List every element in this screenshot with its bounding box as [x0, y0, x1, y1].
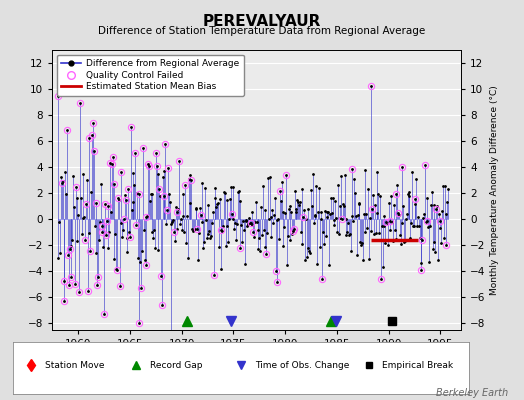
Text: Berkeley Earth: Berkeley Earth [436, 388, 508, 398]
Text: Empirical Break: Empirical Break [383, 361, 453, 370]
Text: Station Move: Station Move [45, 361, 104, 370]
Text: Time of Obs. Change: Time of Obs. Change [255, 361, 349, 370]
Text: Record Gap: Record Gap [150, 361, 202, 370]
Legend: Difference from Regional Average, Quality Control Failed, Estimated Station Mean: Difference from Regional Average, Qualit… [57, 54, 244, 96]
Y-axis label: Monthly Temperature Anomaly Difference (°C): Monthly Temperature Anomaly Difference (… [490, 85, 499, 295]
Text: Difference of Station Temperature Data from Regional Average: Difference of Station Temperature Data f… [99, 26, 425, 36]
Text: PEREVALYAUR: PEREVALYAUR [203, 14, 321, 29]
